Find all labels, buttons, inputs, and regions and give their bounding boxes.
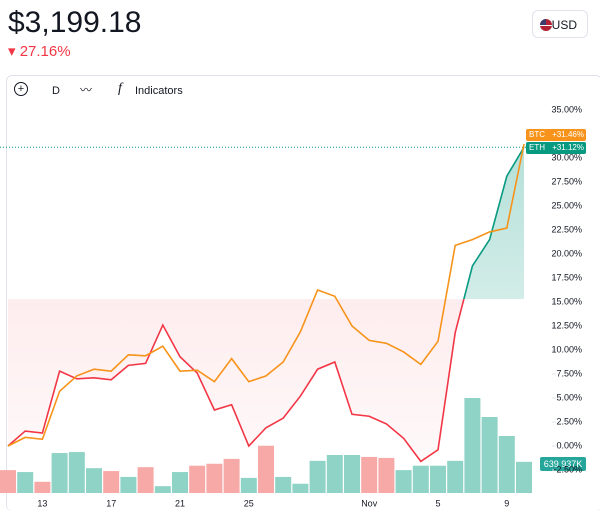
interval-button[interactable]: D — [52, 85, 60, 97]
volume-bar — [481, 417, 498, 493]
volume-bar — [292, 483, 309, 493]
volume-bar — [447, 460, 464, 493]
y-tick-label: 35.00% — [551, 104, 582, 114]
volume-bar — [223, 458, 240, 493]
series-label-box — [526, 142, 586, 154]
chart-type-button[interactable]: 〰 — [80, 83, 93, 97]
series-value-label: +31.46% — [552, 130, 584, 139]
y-tick-label: 17.50% — [551, 272, 582, 282]
volume-bar — [240, 477, 257, 493]
volume-bar — [464, 398, 481, 493]
y-tick-label: 30.00% — [551, 152, 582, 162]
volume-bar — [172, 472, 188, 493]
y-tick-label: 5.00% — [556, 392, 582, 402]
volume-label-box — [540, 457, 586, 471]
toolbar: + D 〰 f Indicators — [6, 76, 600, 104]
series-value-label: +31.12% — [552, 143, 584, 152]
fx-icon: f — [118, 81, 122, 96]
volume-bar — [378, 457, 395, 493]
volume-bar — [326, 455, 343, 493]
volume-bar — [154, 486, 171, 493]
x-tick-label: 9 — [504, 498, 509, 508]
area-down — [8, 299, 524, 462]
y-tick-label: 12.50% — [551, 320, 582, 330]
currency-button[interactable]: USD — [532, 10, 588, 38]
volume-bar — [275, 476, 292, 493]
volume-bar — [361, 456, 378, 493]
volume-bar — [103, 471, 120, 493]
volume-bar — [309, 460, 326, 493]
price: $3,199.18 — [8, 6, 142, 39]
change: ▾ 27.16% — [8, 43, 71, 60]
y-tick-label: 2.50% — [556, 416, 582, 426]
volume-bar — [17, 472, 34, 493]
y-tick-label: 7.50% — [556, 368, 582, 378]
change-value: 27.16% — [19, 43, 71, 60]
y-tick-label: 15.00% — [551, 296, 582, 306]
volume-bar — [189, 465, 206, 493]
chart-frame — [6, 75, 600, 511]
indicators-button[interactable]: Indicators — [135, 85, 183, 97]
volume-bar — [0, 470, 16, 493]
volume-bar — [516, 461, 532, 493]
volume-bar — [395, 470, 412, 493]
x-tick-label: 17 — [106, 498, 116, 508]
y-tick-label: 22.50% — [551, 224, 582, 234]
x-tick-label: 13 — [37, 498, 47, 508]
volume-bar — [412, 465, 429, 493]
volume-label: 639.937K — [544, 459, 583, 469]
volume-bar — [68, 452, 85, 493]
volume-bar — [206, 463, 223, 493]
x-tick-label: 25 — [244, 498, 254, 508]
volume-bar — [344, 455, 360, 493]
series-name: ETH — [529, 143, 545, 152]
line — [7, 143, 525, 447]
area-up — [463, 147, 524, 300]
y-tick-label: 10.00% — [551, 344, 582, 354]
volume-bar — [498, 436, 515, 493]
currency: USD — [551, 18, 577, 32]
flag-icon — [540, 19, 552, 31]
line-down — [7, 299, 465, 463]
x-tick-label: 21 — [175, 498, 185, 508]
y-tick-label: 20.00% — [551, 248, 582, 258]
volume-bar — [51, 453, 68, 493]
volume-bar — [430, 465, 446, 493]
volume-bar — [137, 467, 154, 493]
volume-bar — [258, 445, 274, 493]
volume-bar — [34, 481, 51, 493]
volume-bar — [120, 476, 137, 493]
series-name: BTC — [529, 130, 545, 139]
y-tick-label: 27.50% — [551, 176, 582, 186]
volume-bar — [86, 468, 102, 493]
y-tick-label: 0.00% — [556, 440, 582, 450]
x-tick-label: Nov — [361, 498, 378, 508]
y-tick-label: -2.50% — [553, 464, 582, 474]
add-button[interactable]: + — [14, 82, 28, 96]
series-label-box — [526, 129, 586, 141]
x-tick-label: 5 — [435, 498, 440, 508]
y-tick-label: 25.00% — [551, 200, 582, 210]
